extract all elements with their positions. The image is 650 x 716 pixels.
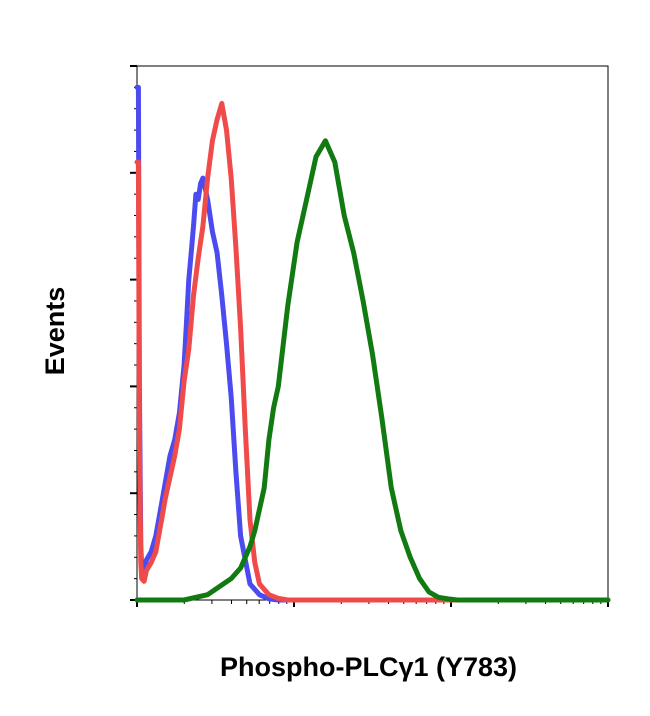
series-layer xyxy=(134,84,611,603)
series-line-3 xyxy=(134,138,611,603)
series-line-2 xyxy=(134,100,611,603)
series-line-1 xyxy=(134,84,305,603)
y-axis-label: Events xyxy=(40,287,70,376)
plot-frame xyxy=(136,65,609,601)
x-axis-label: Phospho-PLCγ1 (Y783) xyxy=(220,652,517,682)
